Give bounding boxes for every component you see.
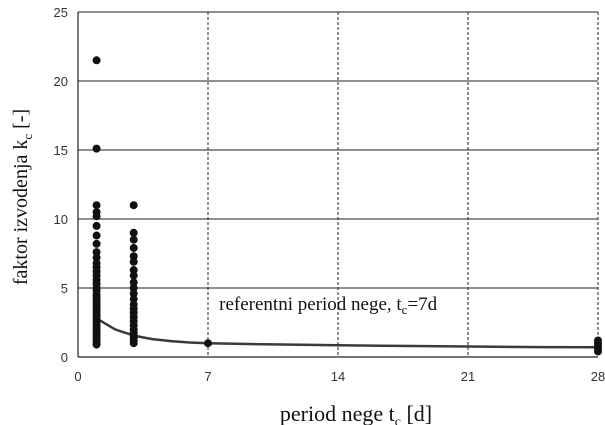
x-axis-label: period nege tc [d] xyxy=(280,401,432,425)
data-point xyxy=(92,201,101,210)
reference-period-annotation: referentni period nege, tc=7d xyxy=(219,294,438,317)
data-point xyxy=(129,339,138,348)
data-point xyxy=(129,257,138,266)
data-point xyxy=(92,248,101,257)
x-tick-label: 0 xyxy=(74,369,81,384)
grid xyxy=(78,11,599,357)
y-tick-label: 10 xyxy=(54,212,68,227)
data-points xyxy=(92,56,602,356)
data-point xyxy=(129,278,138,287)
y-tick-label: 5 xyxy=(61,281,68,296)
x-tick-label: 28 xyxy=(591,369,605,384)
data-point xyxy=(92,221,101,230)
data-point xyxy=(129,271,138,280)
data-point xyxy=(204,339,212,348)
data-point xyxy=(92,144,101,153)
data-point xyxy=(129,235,138,244)
data-point xyxy=(92,231,101,240)
axes xyxy=(77,12,598,358)
y-tick-label: 25 xyxy=(54,5,68,20)
y-axis-label: faktor izvodenja kc [-] xyxy=(10,109,35,285)
x-tick-label: 21 xyxy=(461,369,475,384)
data-point xyxy=(129,228,138,237)
y-tick-label: 0 xyxy=(61,350,68,365)
data-point xyxy=(594,347,602,356)
data-point xyxy=(92,253,101,262)
data-point xyxy=(129,243,138,252)
data-point xyxy=(129,284,138,292)
data-point xyxy=(92,239,101,248)
data-point xyxy=(92,340,101,349)
y-tick-label: 20 xyxy=(54,74,68,89)
data-point xyxy=(129,289,138,298)
data-point xyxy=(129,201,138,210)
y-tick-label: 15 xyxy=(54,143,68,158)
data-point xyxy=(129,295,138,304)
x-tick-label: 7 xyxy=(204,369,211,384)
tick-labels: 0 5 10 15 20 25 0 7 14 21 28 xyxy=(54,5,605,384)
data-point xyxy=(92,56,101,65)
data-point xyxy=(129,252,138,261)
data-point xyxy=(129,266,138,275)
x-tick-label: 14 xyxy=(331,369,345,384)
data-point xyxy=(92,212,101,221)
